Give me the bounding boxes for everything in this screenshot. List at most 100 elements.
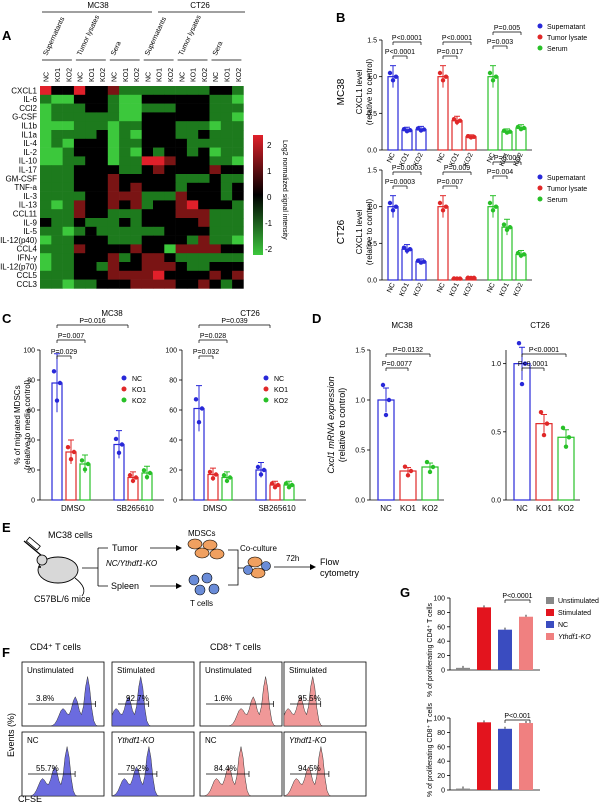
histogram-curve: [22, 676, 104, 727]
e-mdscs: MDSCs: [188, 529, 216, 538]
heatmap-cell: [153, 103, 165, 113]
c1-point: [57, 380, 63, 386]
d-x-label: KO2: [422, 504, 439, 513]
heatmap-cell: [153, 218, 165, 228]
b2-point: [521, 252, 527, 257]
b2-point: [504, 227, 510, 233]
c-x-label: DMSO: [203, 504, 227, 513]
b1-point: [487, 70, 493, 76]
heatmap-cell: [164, 191, 176, 201]
b1-point: [490, 78, 496, 83]
heatmap-cell: [220, 279, 233, 289]
g1-y-tick-label: 20: [437, 653, 445, 660]
heatmap-cell: [186, 253, 199, 263]
c1-y-tick-label: 60: [27, 408, 35, 415]
heatmap-cell: [130, 209, 142, 219]
heatmap-cell: [51, 130, 63, 140]
d2-point: [544, 421, 550, 426]
heatmap-cell: [186, 86, 199, 96]
heatmap-cell: [232, 209, 244, 219]
panel-label-b: B: [336, 10, 345, 25]
heatmap-cell: [107, 165, 120, 175]
b-x-label: KO2: [463, 282, 475, 298]
heatmap-cell: [186, 218, 199, 228]
c-legend-label: KO2: [132, 398, 146, 405]
heatmap-cell: [175, 253, 188, 263]
heatmap-cell: [51, 200, 63, 210]
heatmap-cell: [164, 244, 176, 254]
b1-point: [457, 118, 463, 123]
c-pvalue: P=0.032: [193, 349, 219, 356]
heatmap-cell: [175, 200, 188, 210]
b-pvalue: P=0.005: [494, 25, 520, 32]
heatmap-cell: [220, 209, 233, 219]
heatmap-cell: [119, 226, 131, 236]
d2-y-tick-label: 0.5: [491, 429, 501, 436]
heatmap-cell: [164, 165, 176, 175]
e-spleen: Spleen: [111, 581, 139, 591]
heatmap-cell: [164, 147, 176, 157]
c2-y-tick-label: 60: [169, 408, 177, 415]
g1-bar: [456, 667, 470, 670]
heatmap-cell: [51, 103, 63, 113]
c-ct26-title: CT26: [240, 309, 260, 318]
heatmap-cell: [198, 270, 210, 280]
heatmap-cell: [85, 174, 97, 184]
c-legend-dot: [263, 397, 269, 403]
c-mc38-title: MC38: [101, 309, 123, 318]
heatmap-cell: [130, 156, 142, 166]
heatmap-cell: [119, 182, 131, 192]
heatmap-cell: [220, 121, 233, 131]
g2-y-tick-label: 60: [437, 744, 445, 751]
d-ylabel2: (relative to control): [337, 388, 347, 463]
b2-y-tick-label: 1.0: [367, 204, 377, 211]
g1-y-tick-label: 80: [437, 610, 445, 617]
colorbar-label: Log2 normalized signal intensity: [281, 140, 288, 240]
panel-label-c: C: [2, 311, 12, 326]
histogram-label: Stimulated: [289, 666, 327, 675]
heatmap-cell: [153, 174, 165, 184]
heatmap-cell: [51, 218, 63, 228]
b1-point: [471, 134, 477, 139]
heatmap-cell: [62, 270, 75, 280]
heatmap-cell: [175, 226, 188, 236]
heatmap-cell: [141, 86, 154, 96]
heatmap-cell: [119, 253, 131, 263]
b-pvalue: P=0.004: [487, 169, 513, 176]
heatmap-cell: [232, 156, 244, 166]
heatmap-cell: [85, 279, 97, 289]
d1-point: [424, 459, 430, 465]
heatmap-cell: [141, 103, 154, 113]
heatmap-col-label: KO2: [236, 68, 243, 82]
heatmap-cell: [141, 130, 154, 140]
heatmap-cell: [209, 191, 222, 201]
e-bracket: [82, 547, 108, 587]
heatmap-cell: [96, 147, 109, 157]
c2-point: [289, 482, 295, 488]
heatmap-cell: [198, 121, 210, 131]
d1-point: [383, 412, 389, 418]
heatmap-cell: [153, 191, 165, 201]
heatmap-cell: [175, 209, 188, 219]
heatmap-cell: [220, 182, 233, 192]
colorbar-gradient: [253, 135, 263, 255]
heatmap-cell: [107, 147, 120, 157]
heatmap-cell: [73, 147, 86, 157]
c2-y-tick-label: 0: [173, 498, 177, 505]
heatmap-colorbar: 2 1 0 -1 -2 Log2 normalized signal inten…: [253, 135, 288, 255]
heatmap-cell: [96, 182, 109, 192]
heatmap-cell: [96, 270, 109, 280]
legend-dot-tumor-lysate: [537, 34, 543, 40]
heatmap-row-label: IFN-γ: [17, 254, 37, 263]
heatmap-cell: [130, 226, 142, 236]
c2-point: [272, 485, 278, 490]
heatmap-cell: [62, 262, 75, 272]
heatmap-cell: [107, 200, 120, 210]
heatmap-cell: [119, 262, 131, 272]
d-pvalue: P<0.0001: [518, 361, 548, 368]
heatmap-cell: [220, 86, 233, 96]
b1-point: [437, 70, 443, 76]
heatmap-cell: [198, 226, 210, 236]
c2-point: [283, 481, 289, 486]
heatmap-cell: [119, 112, 131, 122]
